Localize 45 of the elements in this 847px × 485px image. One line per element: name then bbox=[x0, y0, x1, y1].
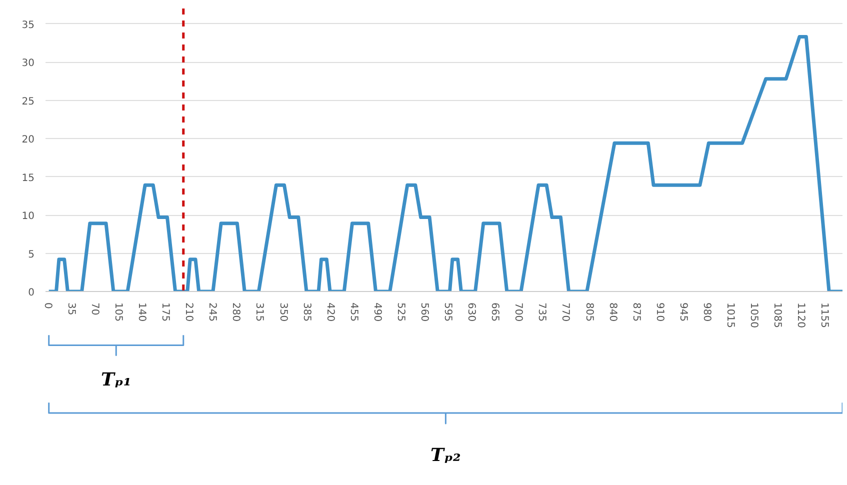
y-tick-label: 25 bbox=[22, 96, 35, 108]
y-tick-label: 10 bbox=[22, 211, 35, 222]
x-tick-label: 980 bbox=[700, 302, 712, 322]
x-tick-label: 700 bbox=[512, 302, 524, 322]
x-tick-label: 595 bbox=[442, 302, 454, 322]
x-tick-label: 35 bbox=[65, 302, 76, 316]
x-tick-label: 770 bbox=[560, 302, 571, 322]
y-tick-label: 35 bbox=[22, 20, 35, 31]
y-tick-label: 15 bbox=[22, 172, 35, 184]
x-tick-label: 140 bbox=[136, 302, 148, 322]
x-tick-label: 665 bbox=[489, 302, 500, 322]
x-tick-label: 910 bbox=[654, 302, 665, 322]
y-tick-label: 30 bbox=[22, 58, 35, 70]
x-tick-label: 735 bbox=[536, 302, 548, 322]
x-tick-label: 70 bbox=[88, 302, 100, 316]
x-tick-label: 350 bbox=[277, 302, 288, 322]
x-tick-label: 490 bbox=[371, 302, 382, 322]
x-tick-label: 315 bbox=[254, 302, 265, 322]
x-tick-label: 1155 bbox=[818, 302, 830, 328]
x-tick-label: 1085 bbox=[772, 302, 783, 328]
x-tick-label: 875 bbox=[630, 302, 642, 322]
x-tick-label: 280 bbox=[230, 302, 242, 322]
x-tick-label: 630 bbox=[466, 302, 477, 322]
y-tick-label: 0 bbox=[28, 288, 35, 298]
line-series bbox=[47, 35, 842, 292]
text: Tₚ₁ bbox=[100, 369, 132, 390]
x-tick-label: 175 bbox=[160, 302, 171, 322]
x-tick-label: 1050 bbox=[748, 302, 760, 328]
x-tick-label: 1015 bbox=[724, 302, 736, 328]
x-tick-label: 245 bbox=[206, 302, 218, 322]
x-tick-label: 0 bbox=[42, 302, 53, 309]
x-tick-label: 1120 bbox=[795, 302, 806, 328]
x-tick-label: 840 bbox=[606, 302, 618, 322]
text: Tₚ₂ bbox=[430, 445, 461, 466]
x-tick-label: 385 bbox=[300, 302, 312, 322]
x-tick-label: 210 bbox=[183, 302, 194, 322]
y-tick-label: 20 bbox=[22, 134, 35, 146]
x-tick-label: 560 bbox=[418, 302, 430, 322]
x-tick-label: 525 bbox=[394, 302, 406, 322]
x-tick-label: 805 bbox=[583, 302, 594, 322]
y-tick-label: 5 bbox=[28, 249, 35, 260]
x-tick-label: 455 bbox=[348, 302, 359, 322]
x-tick-label: 945 bbox=[677, 302, 688, 322]
x-tick-label: 105 bbox=[112, 302, 124, 322]
x-tick-label: 420 bbox=[324, 302, 336, 322]
